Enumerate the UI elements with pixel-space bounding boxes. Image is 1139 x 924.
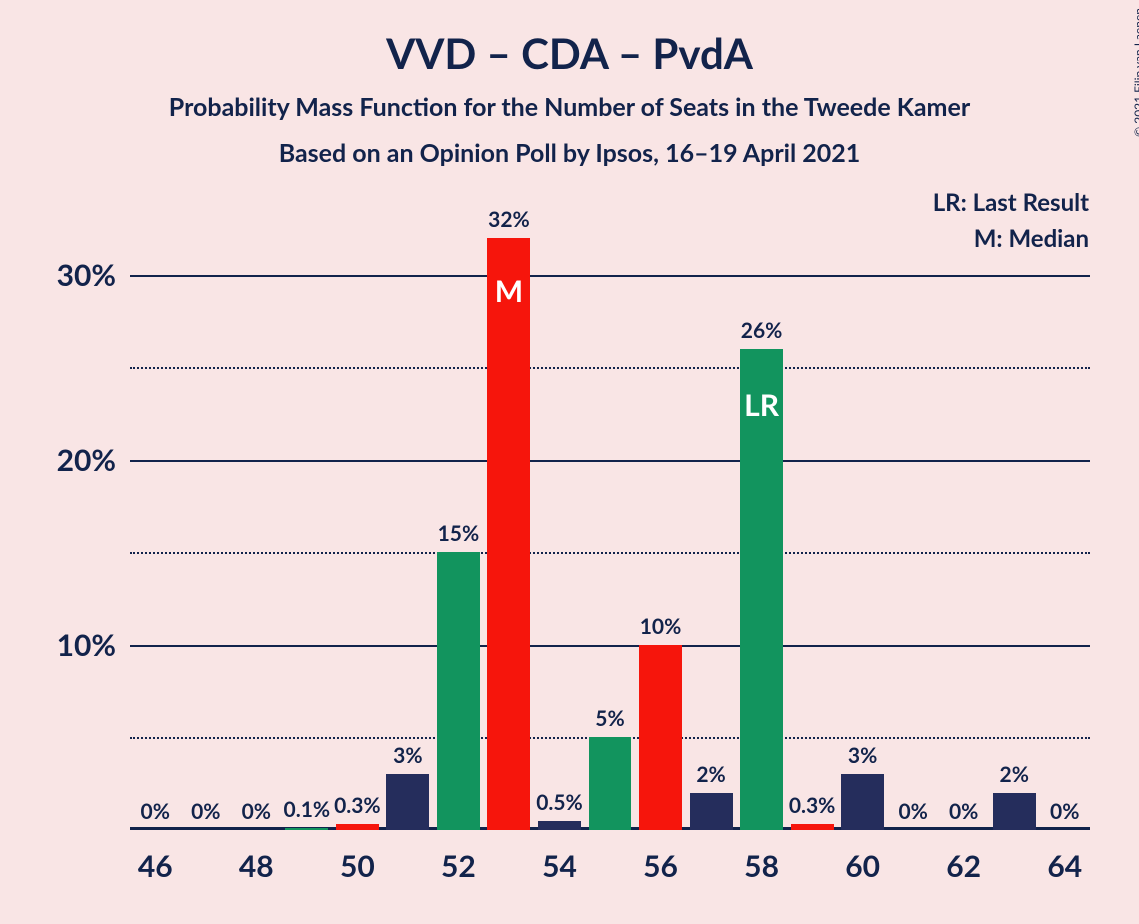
x-tick-label: 52 bbox=[441, 830, 476, 884]
bar-value-label: 0.1% bbox=[284, 797, 331, 828]
bar-value-label: 0.5% bbox=[536, 790, 583, 821]
bar: 0.3% bbox=[336, 824, 379, 830]
gridline-major bbox=[130, 460, 1090, 462]
bar-value-label: 0% bbox=[242, 799, 271, 830]
gridline-minor bbox=[130, 552, 1090, 554]
bar-value-label: 0% bbox=[141, 799, 170, 830]
bar-value-label: 10% bbox=[640, 614, 682, 645]
bar: 2% bbox=[690, 793, 733, 830]
y-tick-label: 10% bbox=[57, 627, 130, 663]
bar-value-label: 15% bbox=[438, 521, 480, 552]
x-tick-label: 50 bbox=[340, 830, 375, 884]
bar-value-label: 0.3% bbox=[334, 793, 381, 824]
bar: 10% bbox=[639, 645, 682, 830]
x-tick-label: 46 bbox=[138, 830, 173, 884]
bar: 15% bbox=[437, 552, 480, 830]
bar: 0.5% bbox=[538, 821, 581, 830]
bar: 26%LR bbox=[740, 349, 783, 830]
plot-area: 10%20%30%464850525456586062640%0%0%0.1%0… bbox=[130, 210, 1090, 830]
bar-value-label: 0% bbox=[1050, 799, 1079, 830]
bar-value-label: 0% bbox=[191, 799, 220, 830]
x-tick-label: 48 bbox=[239, 830, 274, 884]
chart-canvas: VVD – CDA – PvdA Probability Mass Functi… bbox=[0, 0, 1139, 924]
bar-value-label: 26% bbox=[741, 318, 783, 349]
bar-value-label: 3% bbox=[848, 743, 877, 774]
bar: 0.3% bbox=[791, 824, 834, 830]
bar-value-label: 2% bbox=[1000, 762, 1029, 793]
bar: 32%M bbox=[487, 238, 530, 830]
bar-value-label: 3% bbox=[393, 743, 422, 774]
bar-value-label: 32% bbox=[488, 207, 530, 238]
gridline-minor bbox=[130, 367, 1090, 369]
x-tick-label: 64 bbox=[1047, 830, 1082, 884]
y-tick-label: 20% bbox=[57, 442, 130, 478]
bar-value-label: 0% bbox=[949, 799, 978, 830]
copyright-text: © 2021 Filip van Laenen bbox=[1131, 8, 1139, 137]
x-tick-label: 60 bbox=[845, 830, 880, 884]
gridline-major bbox=[130, 645, 1090, 647]
x-tick-label: 62 bbox=[946, 830, 981, 884]
x-tick-label: 58 bbox=[744, 830, 779, 884]
bar: 3% bbox=[841, 774, 884, 830]
x-tick-label: 56 bbox=[643, 830, 678, 884]
bar-value-label: 0.3% bbox=[789, 793, 836, 824]
chart-subtitle-1: Probability Mass Function for the Number… bbox=[0, 92, 1139, 122]
bar: 5% bbox=[589, 737, 632, 830]
bar-value-label: 0% bbox=[898, 799, 927, 830]
y-tick-label: 30% bbox=[57, 257, 130, 293]
bar: 3% bbox=[386, 774, 429, 830]
bar-annotation: M bbox=[495, 273, 523, 309]
chart-title: VVD – CDA – PvdA bbox=[0, 28, 1139, 78]
gridline-major bbox=[130, 275, 1090, 277]
bar-value-label: 5% bbox=[595, 706, 624, 737]
x-tick-label: 54 bbox=[542, 830, 577, 884]
bar-value-label: 2% bbox=[696, 762, 725, 793]
bar: 2% bbox=[993, 793, 1036, 830]
chart-subtitle-2: Based on an Opinion Poll by Ipsos, 16–19… bbox=[0, 138, 1139, 168]
bar: 0.1% bbox=[285, 828, 328, 830]
bar-annotation: LR bbox=[744, 387, 779, 423]
